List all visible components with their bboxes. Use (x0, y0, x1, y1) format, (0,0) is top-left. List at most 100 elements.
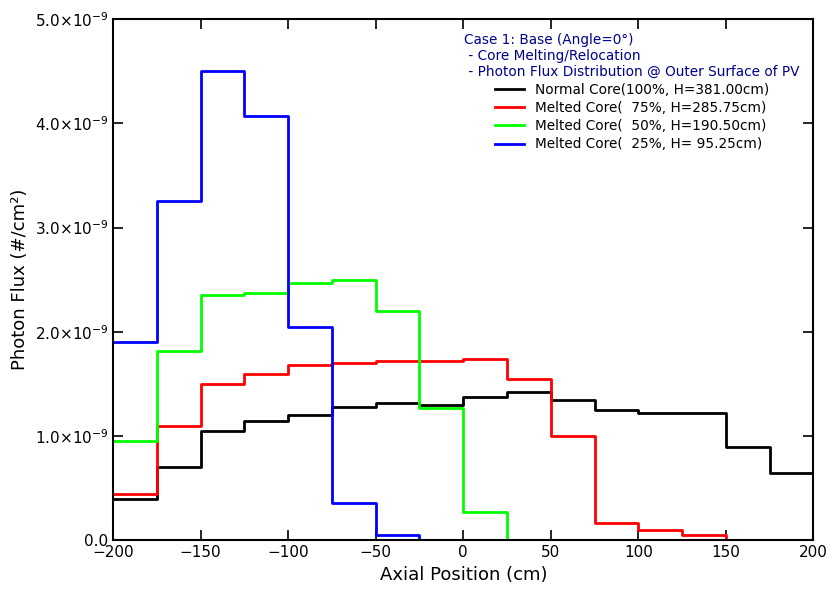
Melted Core(  50%, H=190.50cm) (590, 537, 600, 544)
Melted Core(  75%, H=285.75cm) (633, 527, 644, 534)
Normal Core(100%, H=381.00cm) (633, 409, 644, 416)
Melted Core(  50%, H=190.50cm) (371, 308, 381, 315)
Normal Core(100%, H=381.00cm) (239, 417, 249, 424)
Melted Core(  25%, H= 95.25cm) (152, 339, 162, 346)
Melted Core(  75%, H=285.75cm) (590, 519, 600, 527)
Melted Core(  50%, H=190.50cm) (677, 537, 687, 544)
Melted Core(  50%, H=190.50cm) (283, 279, 293, 286)
Melted Core(  75%, H=285.75cm) (677, 527, 687, 534)
Normal Core(100%, H=381.00cm) (590, 396, 600, 403)
Normal Core(100%, H=381.00cm) (809, 469, 819, 476)
Melted Core(  50%, H=190.50cm) (239, 290, 249, 297)
Normal Core(100%, H=381.00cm) (764, 469, 774, 476)
Melted Core(  75%, H=285.75cm) (195, 422, 206, 430)
Melted Core(  50%, H=190.50cm) (633, 537, 644, 544)
Y-axis label: Photon Flux (#/cm²): Photon Flux (#/cm²) (11, 189, 29, 371)
Melted Core(  25%, H= 95.25cm) (458, 537, 468, 544)
Melted Core(  75%, H=285.75cm) (152, 422, 162, 430)
Normal Core(100%, H=381.00cm) (108, 495, 118, 502)
Melted Core(  25%, H= 95.25cm) (195, 68, 206, 75)
Normal Core(100%, H=381.00cm) (590, 406, 600, 414)
Normal Core(100%, H=381.00cm) (239, 427, 249, 434)
Melted Core(  25%, H= 95.25cm) (327, 323, 337, 330)
Melted Core(  50%, H=190.50cm) (371, 276, 381, 283)
Melted Core(  50%, H=190.50cm) (809, 537, 819, 544)
Melted Core(  75%, H=285.75cm) (458, 355, 468, 362)
Normal Core(100%, H=381.00cm) (721, 443, 731, 450)
X-axis label: Axial Position (cm): Axial Position (cm) (379, 566, 547, 584)
Melted Core(  50%, H=190.50cm) (721, 537, 731, 544)
Melted Core(  75%, H=285.75cm) (502, 375, 512, 383)
Legend: Normal Core(100%, H=381.00cm), Melted Core(  75%, H=285.75cm), Melted Core(  50%: Normal Core(100%, H=381.00cm), Melted Co… (457, 26, 806, 158)
Melted Core(  25%, H= 95.25cm) (195, 198, 206, 205)
Melted Core(  75%, H=285.75cm) (327, 362, 337, 369)
Melted Core(  50%, H=190.50cm) (239, 292, 249, 299)
Melted Core(  75%, H=285.75cm) (633, 519, 644, 527)
Melted Core(  75%, H=285.75cm) (283, 370, 293, 377)
Melted Core(  50%, H=190.50cm) (546, 537, 556, 544)
Melted Core(  50%, H=190.50cm) (764, 537, 774, 544)
Melted Core(  75%, H=285.75cm) (546, 375, 556, 383)
Melted Core(  50%, H=190.50cm) (152, 438, 162, 445)
Melted Core(  50%, H=190.50cm) (590, 537, 600, 544)
Normal Core(100%, H=381.00cm) (327, 403, 337, 411)
Melted Core(  50%, H=190.50cm) (327, 279, 337, 286)
Melted Core(  75%, H=285.75cm) (677, 532, 687, 539)
Normal Core(100%, H=381.00cm) (458, 401, 468, 408)
Normal Core(100%, H=381.00cm) (414, 401, 425, 408)
Melted Core(  75%, H=285.75cm) (809, 537, 819, 544)
Normal Core(100%, H=381.00cm) (633, 406, 644, 414)
Melted Core(  50%, H=190.50cm) (458, 509, 468, 516)
Normal Core(100%, H=381.00cm) (502, 393, 512, 400)
Normal Core(100%, H=381.00cm) (152, 495, 162, 502)
Melted Core(  25%, H= 95.25cm) (414, 537, 425, 544)
Melted Core(  75%, H=285.75cm) (502, 355, 512, 362)
Melted Core(  75%, H=285.75cm) (195, 380, 206, 387)
Normal Core(100%, H=381.00cm) (152, 464, 162, 471)
Normal Core(100%, H=381.00cm) (283, 417, 293, 424)
Melted Core(  75%, H=285.75cm) (721, 532, 731, 539)
Melted Core(  50%, H=190.50cm) (502, 537, 512, 544)
Melted Core(  50%, H=190.50cm) (721, 537, 731, 544)
Melted Core(  25%, H= 95.25cm) (152, 198, 162, 205)
Normal Core(100%, H=381.00cm) (502, 389, 512, 396)
Melted Core(  50%, H=190.50cm) (458, 405, 468, 412)
Melted Core(  75%, H=285.75cm) (283, 362, 293, 369)
Normal Core(100%, H=381.00cm) (283, 412, 293, 419)
Melted Core(  75%, H=285.75cm) (371, 359, 381, 367)
Line: Melted Core(  50%, H=190.50cm): Melted Core( 50%, H=190.50cm) (113, 280, 814, 540)
Normal Core(100%, H=381.00cm) (764, 443, 774, 450)
Melted Core(  25%, H= 95.25cm) (809, 537, 819, 544)
Melted Core(  75%, H=285.75cm) (239, 370, 249, 377)
Melted Core(  75%, H=285.75cm) (458, 358, 468, 365)
Normal Core(100%, H=381.00cm) (677, 409, 687, 416)
Melted Core(  50%, H=190.50cm) (195, 292, 206, 299)
Melted Core(  75%, H=285.75cm) (371, 358, 381, 365)
Normal Core(100%, H=381.00cm) (677, 409, 687, 416)
Melted Core(  50%, H=190.50cm) (108, 438, 118, 445)
Melted Core(  25%, H= 95.25cm) (371, 499, 381, 506)
Melted Core(  25%, H= 95.25cm) (239, 112, 249, 120)
Melted Core(  75%, H=285.75cm) (764, 537, 774, 544)
Melted Core(  50%, H=190.50cm) (502, 509, 512, 516)
Melted Core(  50%, H=190.50cm) (283, 290, 293, 297)
Melted Core(  75%, H=285.75cm) (414, 358, 425, 365)
Melted Core(  75%, H=285.75cm) (764, 537, 774, 544)
Normal Core(100%, H=381.00cm) (195, 427, 206, 434)
Melted Core(  25%, H= 95.25cm) (371, 532, 381, 539)
Line: Melted Core(  75%, H=285.75cm): Melted Core( 75%, H=285.75cm) (113, 359, 814, 540)
Normal Core(100%, H=381.00cm) (546, 396, 556, 403)
Melted Core(  50%, H=190.50cm) (633, 537, 644, 544)
Melted Core(  75%, H=285.75cm) (546, 433, 556, 440)
Line: Melted Core(  25%, H= 95.25cm): Melted Core( 25%, H= 95.25cm) (113, 71, 814, 540)
Melted Core(  75%, H=285.75cm) (414, 358, 425, 365)
Melted Core(  50%, H=190.50cm) (677, 537, 687, 544)
Melted Core(  75%, H=285.75cm) (721, 537, 731, 544)
Melted Core(  25%, H= 95.25cm) (327, 499, 337, 506)
Melted Core(  50%, H=190.50cm) (414, 308, 425, 315)
Melted Core(  25%, H= 95.25cm) (283, 112, 293, 120)
Normal Core(100%, H=381.00cm) (721, 409, 731, 416)
Normal Core(100%, H=381.00cm) (327, 412, 337, 419)
Melted Core(  75%, H=285.75cm) (327, 359, 337, 367)
Melted Core(  25%, H= 95.25cm) (414, 532, 425, 539)
